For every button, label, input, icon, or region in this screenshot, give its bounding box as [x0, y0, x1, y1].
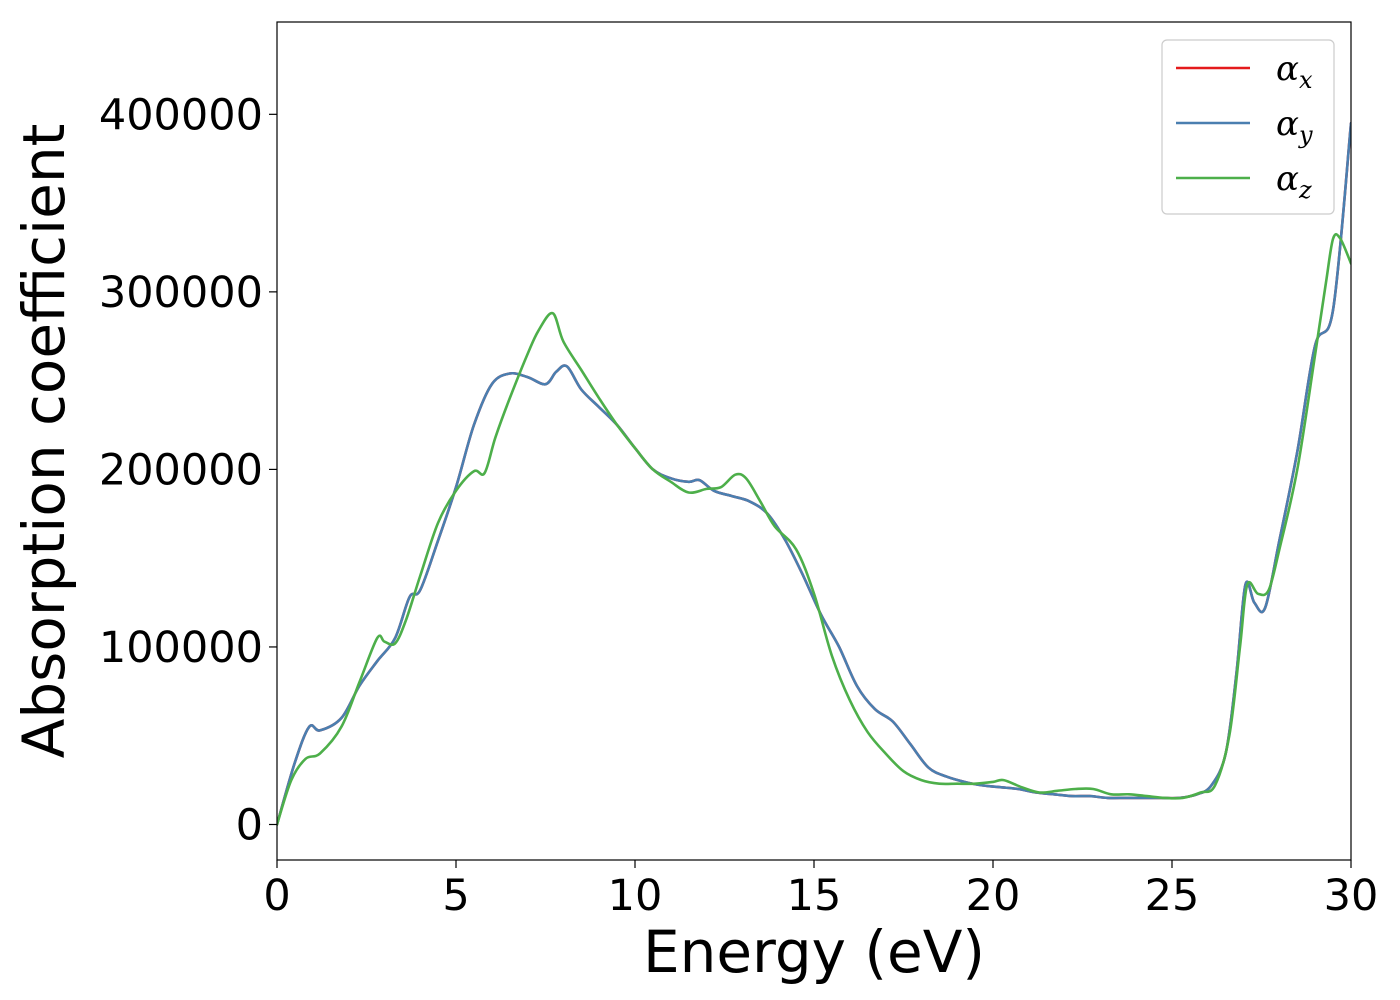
x-axis-label: Energy (eV) [643, 918, 985, 986]
x-tick-label: 0 [263, 871, 290, 921]
x-tick-label: 15 [787, 871, 842, 921]
series-layer [277, 121, 1351, 826]
x-tick-label: 5 [442, 871, 469, 921]
series-line-z [277, 232, 1351, 826]
x-tick-label: 10 [608, 871, 663, 921]
y-tick-label: 200000 [99, 445, 263, 495]
legend-label-x: αx [1276, 49, 1313, 94]
y-tick-label: 100000 [99, 623, 263, 673]
y-tick-label: 400000 [99, 90, 263, 140]
x-tick-label: 25 [1145, 871, 1200, 921]
y-axis-label: Absorption coefficient [10, 124, 78, 759]
legend-box [1161, 39, 1335, 215]
x-tick-label: 20 [966, 871, 1021, 921]
y-axis: 0 100000 200000 300000 400000 [99, 90, 277, 850]
y-tick-label: 0 [236, 800, 263, 850]
x-axis: 0 5 10 15 20 25 30 [263, 860, 1378, 921]
x-tick-label: 30 [1324, 871, 1379, 921]
legend-label-y: αy [1276, 104, 1313, 149]
y-tick-label: 300000 [99, 268, 263, 318]
